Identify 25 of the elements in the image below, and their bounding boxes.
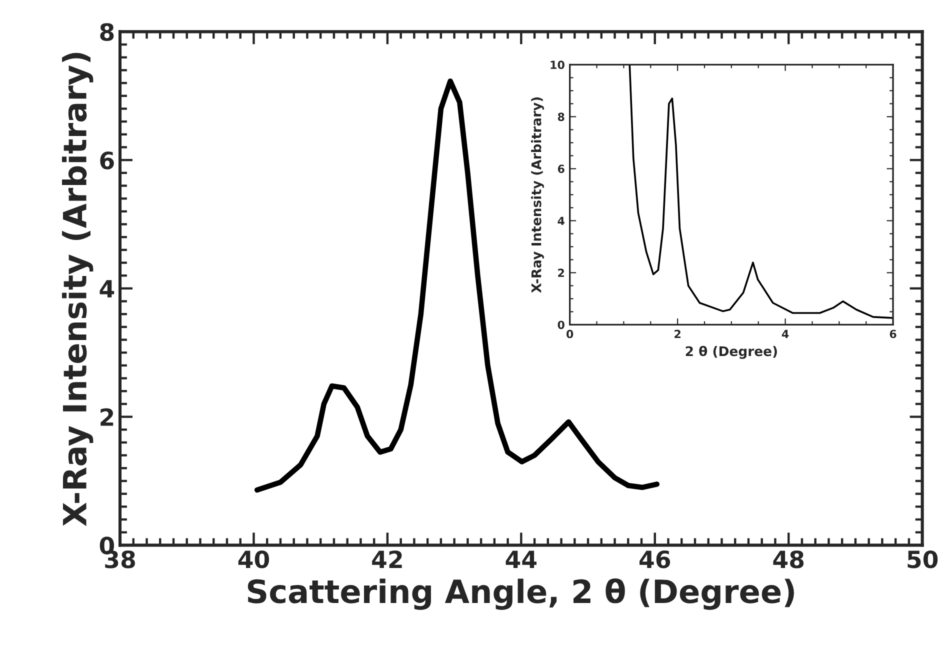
x-tick-label: 4 [782,330,789,338]
x-tick-label: 50 [908,550,938,568]
x-tick-label: 46 [640,550,670,568]
y-tick-label: 2 [100,408,114,426]
y-tick-label: 4 [100,280,114,298]
x-tick-label: 44 [506,550,537,568]
y-tick-label: 10 [550,60,564,70]
y-tick-label: 8 [100,23,114,41]
y-tick-label: 0 [558,320,564,330]
x-tick-label: 6 [890,330,896,338]
y-tick-label: 4 [558,216,564,225]
x-tick-label: 0 [566,330,574,338]
y-tick-label: 8 [558,112,564,122]
y-tick-label: 6 [100,152,114,170]
x-tick-label: 42 [372,550,402,568]
line-series [628,64,894,319]
x-tick-label: 40 [238,550,270,568]
x-axis-title: Scattering Angle, 2 θ (Degree) [248,578,794,610]
x-axis-title: 2 θ (Degree) [686,346,777,359]
y-axis-title: X-Ray Intensity (Arbitrary) [531,97,544,293]
y-axis-title: X-Ray Intensity (Arbitrary) [62,52,94,526]
x-tick-label: 48 [773,550,804,568]
x-tick-label: 2 [674,330,680,338]
y-tick-label: 6 [558,164,564,174]
y-tick-label: 2 [558,268,564,277]
